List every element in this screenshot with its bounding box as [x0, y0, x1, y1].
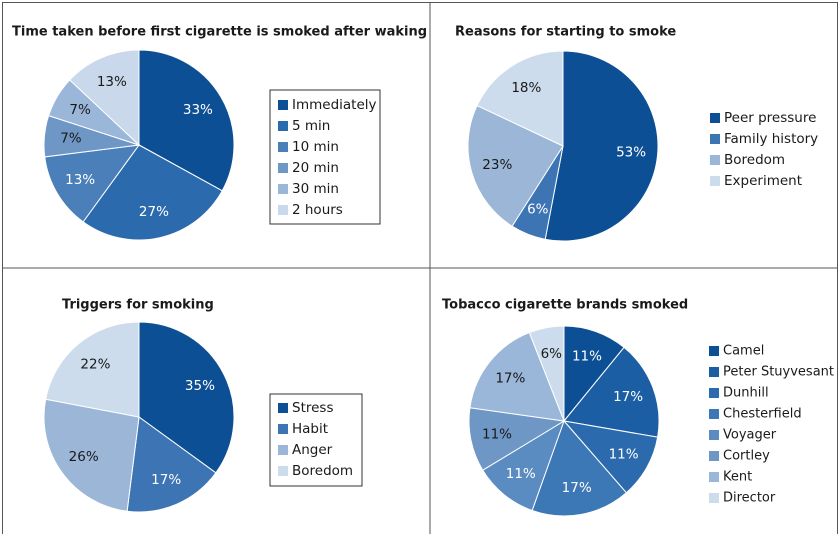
legend-label: Camel — [723, 344, 764, 359]
legend-swatch — [709, 472, 719, 482]
pie-slice — [563, 346, 660, 438]
legend-label: 30 min — [292, 181, 339, 197]
legend-box — [269, 89, 381, 225]
pie-slice — [44, 144, 141, 223]
legend-label: 20 min — [292, 160, 339, 176]
legend-label: 5 min — [292, 118, 330, 134]
chart-title: Time taken before first cigarette is smo… — [12, 25, 427, 40]
slice-label: 27% — [139, 204, 169, 220]
chart-title: Triggers for smoking — [62, 298, 214, 313]
slice-label: 11% — [572, 349, 602, 365]
slice-label: 35% — [185, 378, 215, 394]
legend-swatch — [278, 445, 288, 455]
slice-label: 53% — [616, 144, 646, 160]
legend-swatch — [709, 388, 719, 398]
pie-slice — [126, 416, 217, 513]
pie-slice — [467, 104, 564, 227]
chart-title: Reasons for starting to smoke — [455, 25, 676, 40]
legend-label: Family history — [724, 131, 818, 147]
legend-label: Cortley — [723, 449, 770, 464]
legend-label: Chesterfield — [723, 407, 802, 422]
pie-slice — [476, 50, 564, 147]
legend-swatch — [709, 346, 719, 356]
legend-swatch — [710, 176, 720, 186]
legend-label: Experiment — [724, 173, 802, 189]
legend-swatch — [278, 424, 288, 434]
slice-label: 7% — [69, 102, 91, 118]
slice-label: 26% — [69, 449, 99, 465]
pie-slice — [43, 398, 140, 512]
pie-slice — [528, 325, 565, 422]
slice-label: 17% — [495, 371, 525, 387]
pie-slice — [468, 407, 566, 471]
pie-slice — [138, 49, 235, 192]
pie-slice — [563, 325, 625, 423]
pie-slice — [469, 331, 565, 422]
slice-label: 6% — [527, 202, 549, 218]
slice-label: 11% — [482, 427, 512, 443]
legend-swatch — [709, 367, 719, 377]
slice-label: 33% — [183, 102, 213, 118]
legend-swatch — [709, 409, 719, 419]
legend-swatch — [278, 100, 288, 110]
legend-swatch — [278, 121, 288, 131]
legend-swatch — [278, 466, 288, 476]
legend-swatch — [709, 451, 719, 461]
legend-swatch — [278, 205, 288, 215]
pie-slice — [138, 321, 235, 474]
legend-label: Voyager — [723, 428, 777, 443]
slice-label: 22% — [80, 356, 110, 372]
slice-label: 23% — [482, 157, 512, 173]
legend-label: Stress — [292, 400, 334, 416]
legend-box — [269, 393, 363, 487]
legend-label: Dunhill — [723, 386, 769, 401]
pie-slice — [45, 321, 140, 418]
legend-swatch — [278, 184, 288, 194]
legend-swatch — [278, 163, 288, 173]
legend-swatch — [710, 113, 720, 123]
legend-swatch — [278, 142, 288, 152]
pie-slice — [69, 49, 140, 147]
legend-label: Habit — [292, 421, 328, 437]
pie-slice — [482, 419, 565, 512]
legend-label: 2 hours — [292, 202, 343, 218]
slice-label: 11% — [609, 447, 639, 463]
slice-label: 11% — [506, 466, 536, 482]
legend-label: Peer pressure — [724, 110, 816, 126]
legend-label: 10 min — [292, 139, 339, 155]
slice-label: 17% — [151, 472, 181, 488]
legend-label: Kent — [723, 470, 752, 485]
legend-swatch — [710, 134, 720, 144]
legend-label: Anger — [292, 442, 333, 458]
legend-label: Immediately — [292, 97, 377, 113]
legend-swatch — [709, 430, 719, 440]
pie-slice — [562, 420, 659, 494]
slice-label: 13% — [97, 74, 127, 90]
chart-title: Tobacco cigarette brands smoked — [442, 298, 688, 313]
slice-label: 17% — [562, 480, 592, 496]
legend-label: Boredom — [724, 152, 785, 168]
pie-slice — [544, 50, 659, 242]
slice-label: 6% — [541, 346, 563, 362]
legend-swatch — [709, 493, 719, 503]
slice-label: 13% — [65, 172, 95, 188]
slice-label: 18% — [511, 80, 541, 96]
legend-label: Boredom — [292, 463, 353, 479]
legend-label: Director — [723, 491, 776, 506]
slice-label: 17% — [613, 389, 643, 405]
slice-label: 7% — [60, 131, 82, 147]
pie-slice — [82, 144, 223, 241]
legend-swatch — [710, 155, 720, 165]
legend-label: Peter Stuyvesant — [723, 365, 834, 380]
legend-swatch — [278, 403, 288, 413]
